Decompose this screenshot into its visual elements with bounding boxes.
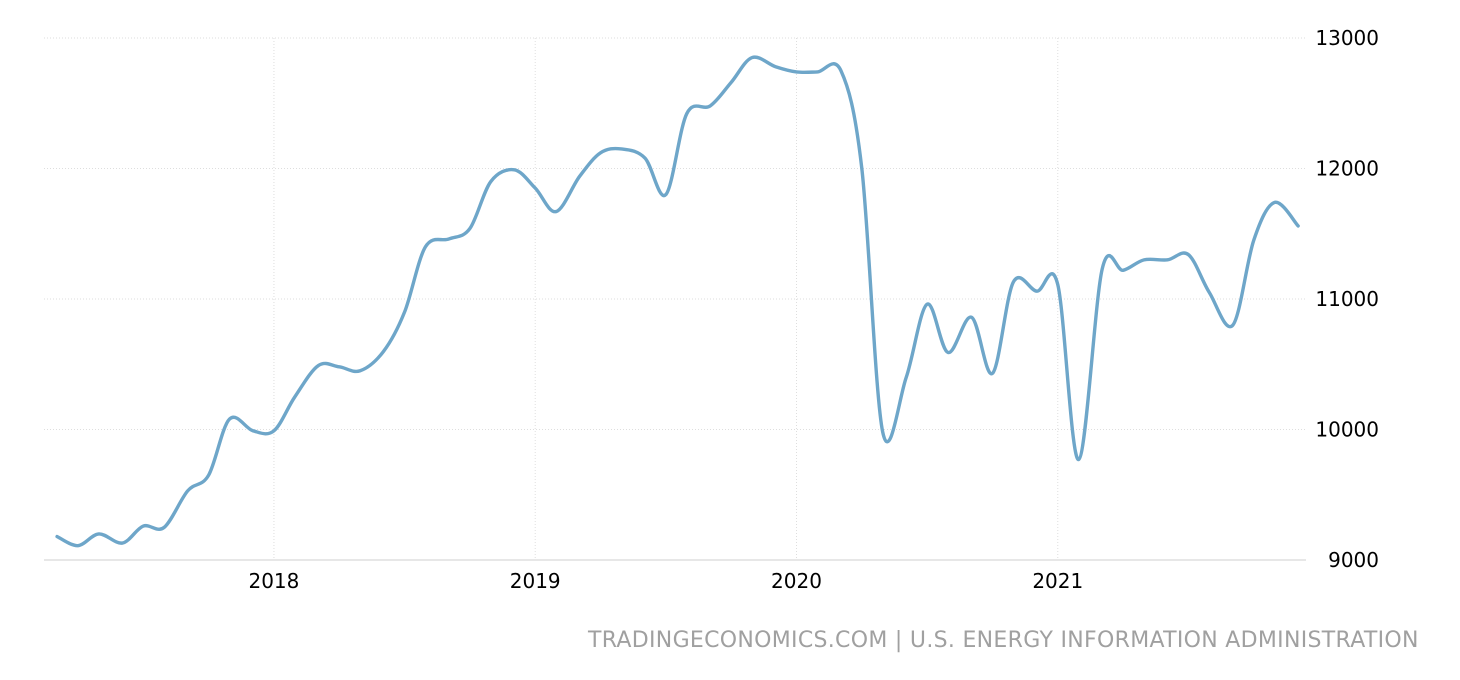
x-tick-label: 2021 [1032, 569, 1083, 593]
x-tick-label: 2019 [510, 569, 561, 593]
y-tick-label: 10000 [1315, 418, 1379, 442]
x-tick-label: 2020 [771, 569, 822, 593]
axis-ticks: 9000 10000 11000 12000 13000 2018 2019 2020 2021 [248, 26, 1379, 593]
grid [44, 37, 1306, 560]
x-tick-label: 2018 [248, 569, 299, 593]
y-tick-label: 12000 [1315, 157, 1379, 181]
source-credit: TRADINGECONOMICS.COM | U.S. ENERGY INFOR… [588, 628, 1419, 653]
y-tick-label: 11000 [1315, 287, 1379, 311]
y-tick-label: 13000 [1315, 26, 1379, 50]
y-tick-label: 9000 [1328, 548, 1379, 572]
series-line [55, 55, 1300, 548]
